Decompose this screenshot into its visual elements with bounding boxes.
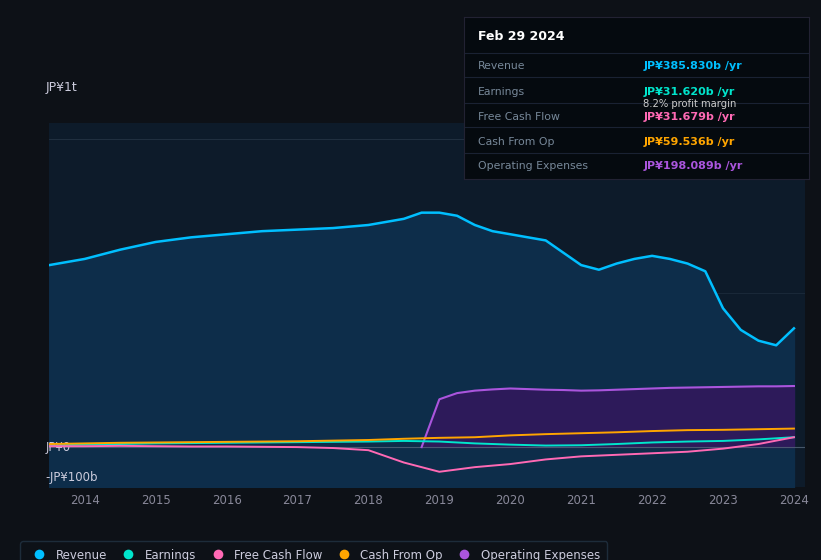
Text: Revenue: Revenue — [478, 60, 525, 71]
Text: Earnings: Earnings — [478, 86, 525, 96]
Legend: Revenue, Earnings, Free Cash Flow, Cash From Op, Operating Expenses: Revenue, Earnings, Free Cash Flow, Cash … — [21, 542, 607, 560]
Text: JP¥31.620b /yr: JP¥31.620b /yr — [643, 86, 735, 96]
Text: JP¥198.089b /yr: JP¥198.089b /yr — [643, 161, 742, 171]
Text: JP¥0: JP¥0 — [45, 441, 71, 454]
Text: JP¥31.679b /yr: JP¥31.679b /yr — [643, 113, 735, 123]
Text: -JP¥100b: -JP¥100b — [45, 472, 98, 484]
Text: Feb 29 2024: Feb 29 2024 — [478, 30, 564, 43]
Text: Cash From Op: Cash From Op — [478, 137, 554, 147]
Text: Free Cash Flow: Free Cash Flow — [478, 113, 560, 123]
Text: JP¥1t: JP¥1t — [45, 81, 77, 94]
Text: 8.2% profit margin: 8.2% profit margin — [643, 100, 736, 110]
Text: Operating Expenses: Operating Expenses — [478, 161, 588, 171]
Text: JP¥59.536b /yr: JP¥59.536b /yr — [643, 137, 735, 147]
Text: JP¥385.830b /yr: JP¥385.830b /yr — [643, 60, 742, 71]
